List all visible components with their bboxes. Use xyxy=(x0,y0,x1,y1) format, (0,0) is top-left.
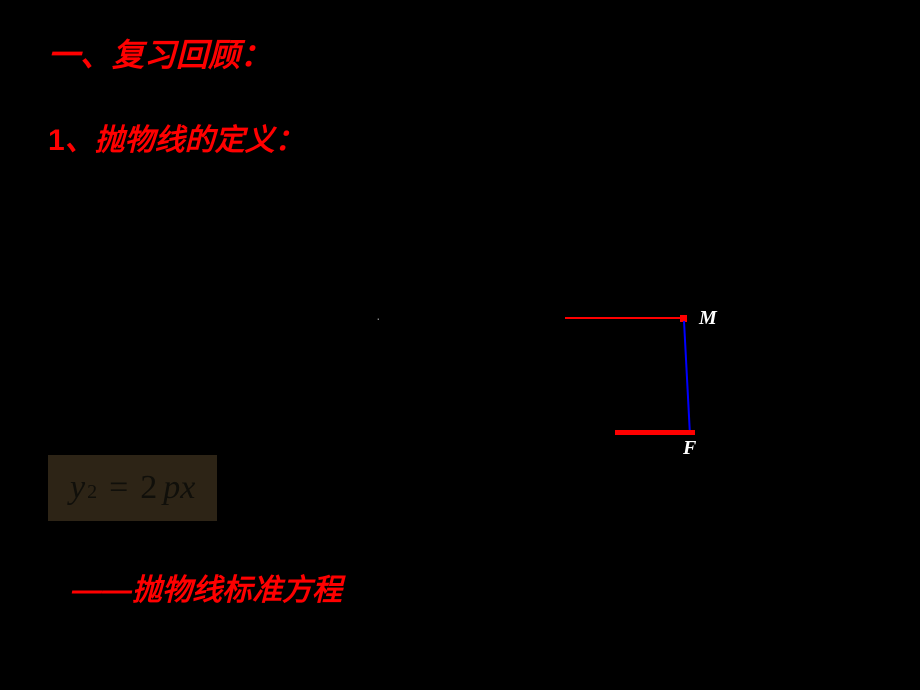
equation-caption: ——抛物线标准方程 xyxy=(72,565,342,609)
equation-coeff: 2 xyxy=(140,469,157,507)
focus-axis-line xyxy=(615,430,695,435)
equation-sup: 2 xyxy=(87,481,97,504)
subtitle-row: 1、抛物线的定义： xyxy=(48,115,305,159)
subtitle-text: 、抛物线的定义： xyxy=(65,124,305,157)
directrix-perp-line xyxy=(565,317,683,319)
equation-p: p xyxy=(163,469,180,507)
equation-x: x xyxy=(180,469,195,507)
focus-label: F xyxy=(683,437,696,460)
equation-y: y xyxy=(70,469,85,507)
equation-box: y2 = 2px xyxy=(48,455,217,521)
equation-equals: = xyxy=(109,469,128,507)
subtitle-number: 1 xyxy=(48,124,65,157)
section-title: 一、复习回顾： xyxy=(48,30,272,76)
mf-segment xyxy=(683,321,691,431)
point-m-label: M xyxy=(699,307,717,330)
slide-container: 一、复习回顾： 1、抛物线的定义： · y2 = 2px ——抛物线标准方程 M… xyxy=(0,0,920,690)
center-marker: · xyxy=(376,310,381,326)
diagram-container: M F xyxy=(555,305,755,455)
